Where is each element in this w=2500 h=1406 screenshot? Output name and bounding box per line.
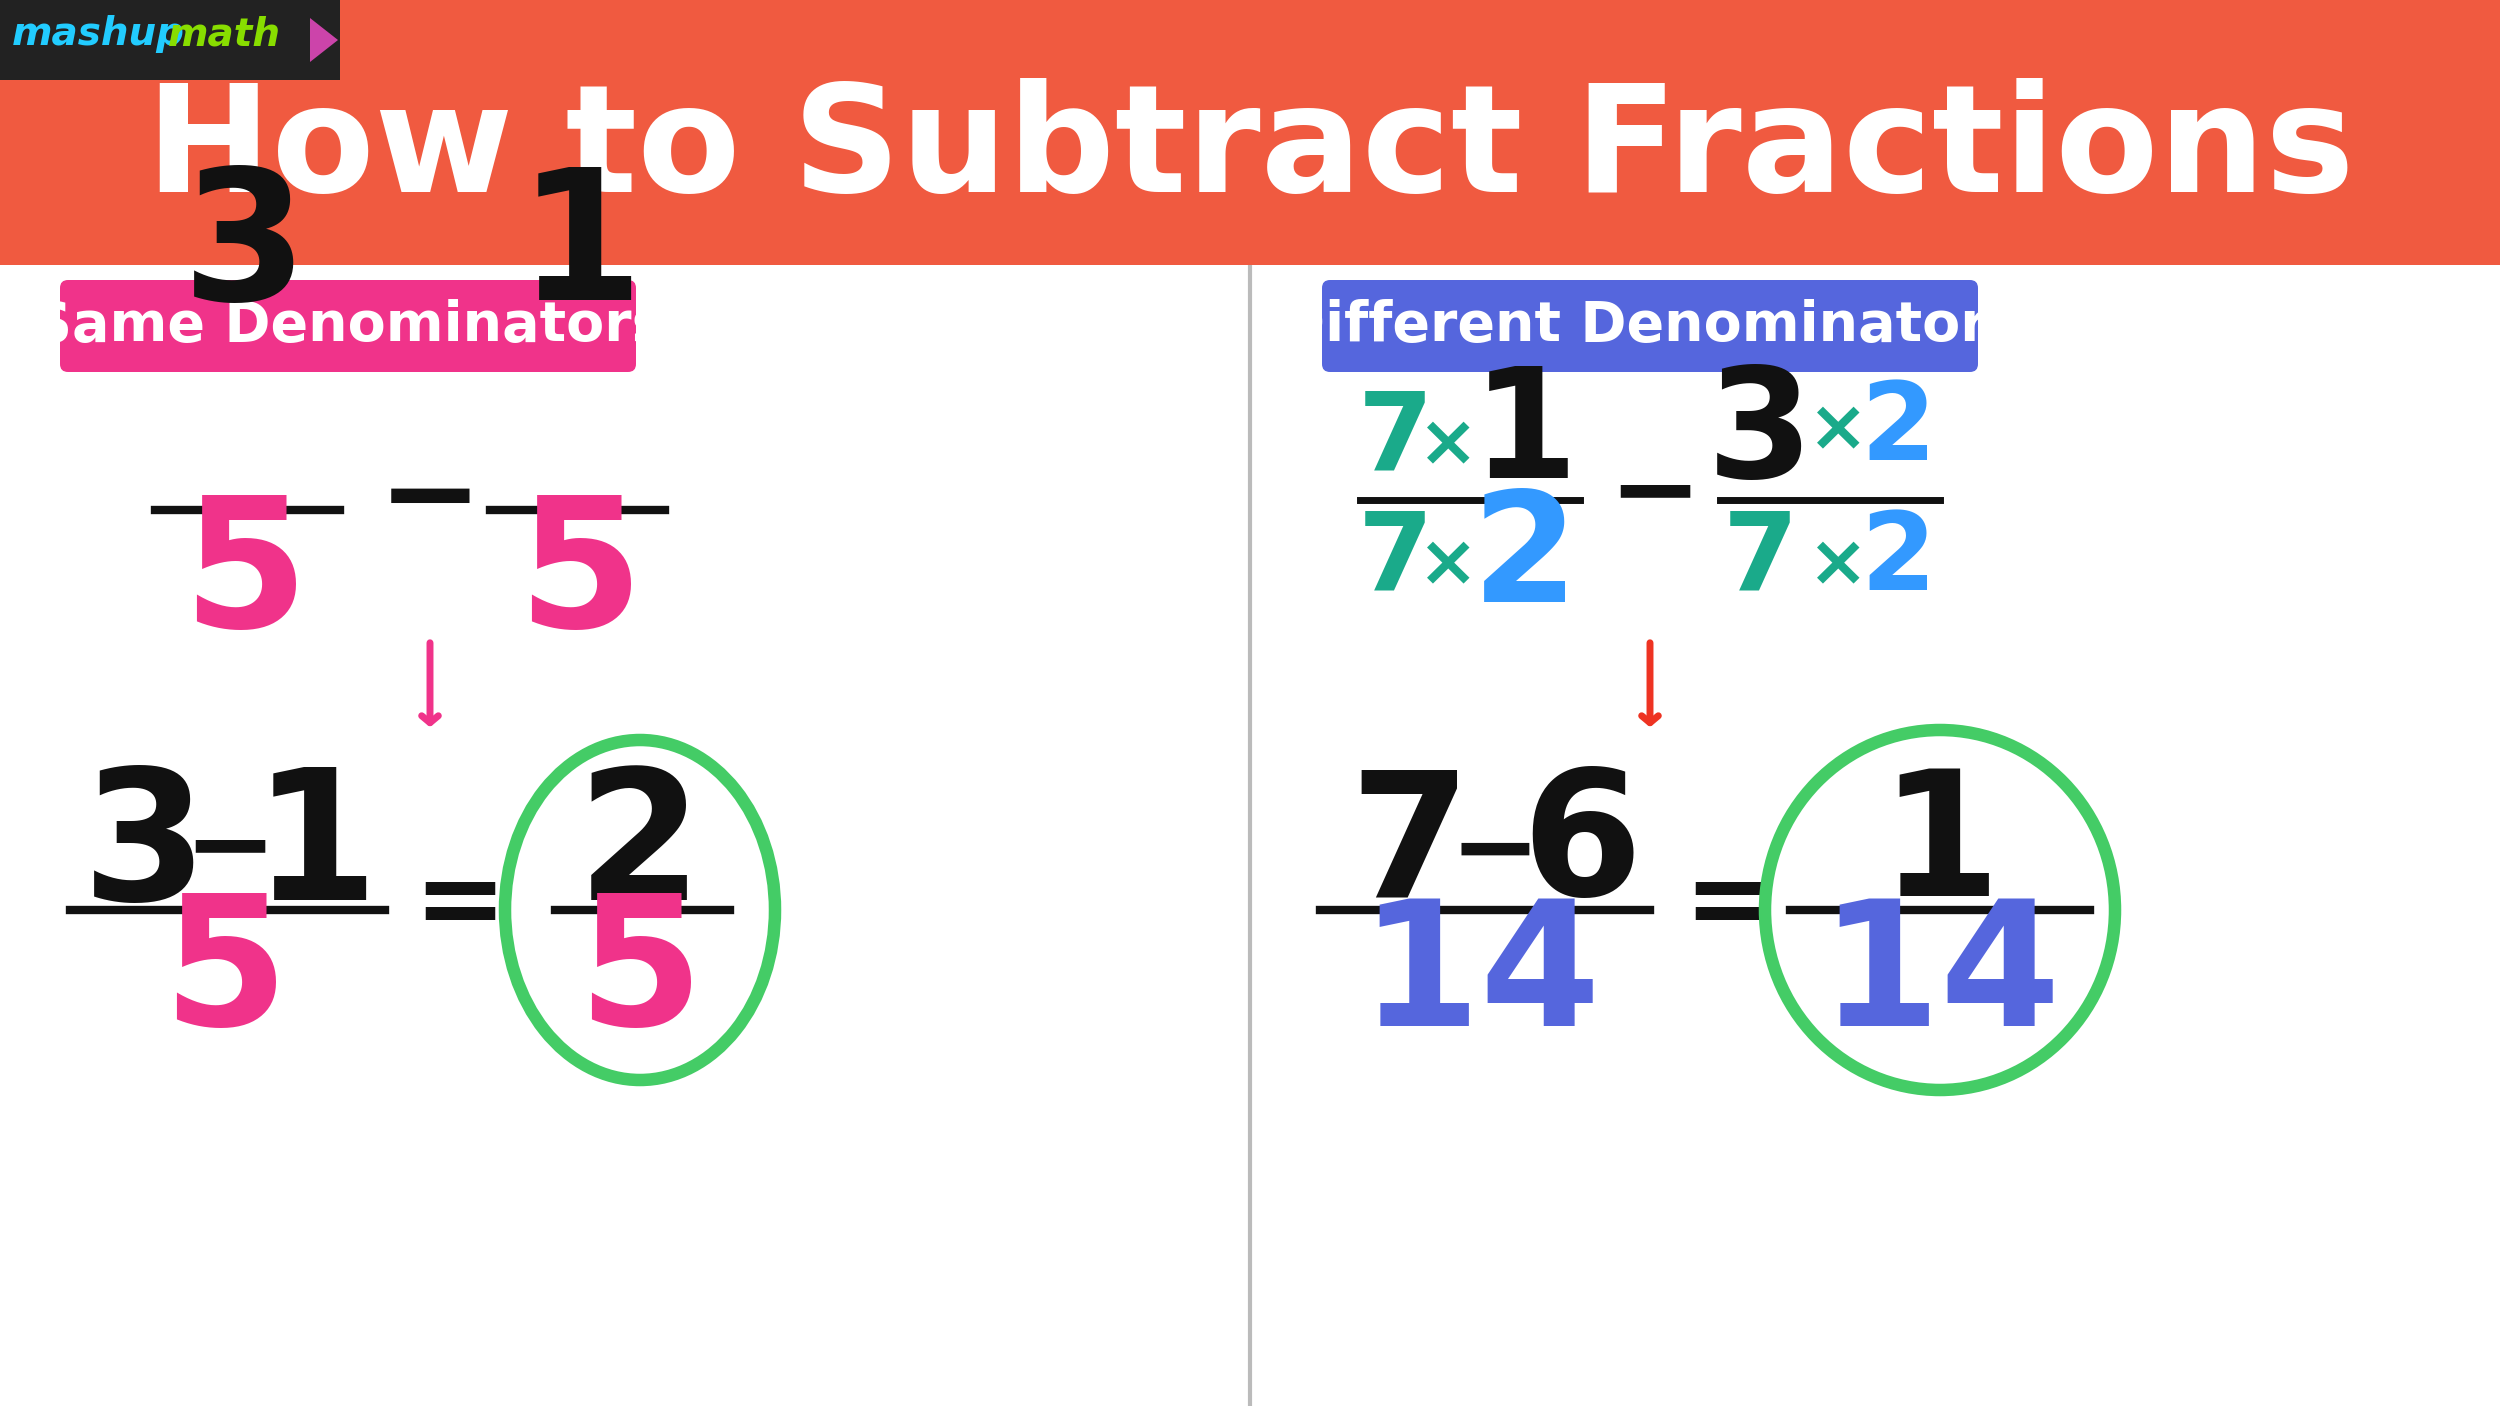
Text: 6: 6 (1522, 763, 1642, 932)
Text: =: = (1682, 852, 1777, 959)
Text: ×: × (1808, 530, 1868, 599)
Text: 5: 5 (518, 489, 642, 665)
Text: 5: 5 (162, 887, 288, 1063)
Text: 5: 5 (578, 887, 702, 1063)
Text: 3: 3 (82, 762, 208, 938)
Bar (0, 0, 340, 80)
Text: −: − (182, 797, 278, 904)
Text: 1: 1 (1880, 763, 2000, 932)
Polygon shape (310, 18, 338, 62)
Text: 2: 2 (578, 762, 702, 938)
Text: ×: × (1417, 530, 1477, 599)
Text: 2: 2 (1860, 508, 1935, 613)
Text: How to Subtract Fractions: How to Subtract Fractions (145, 77, 2355, 222)
Text: =: = (412, 852, 508, 959)
Text: 3: 3 (182, 162, 308, 337)
Text: Different Denominators: Different Denominators (1280, 299, 2020, 353)
Text: 7: 7 (1358, 387, 1432, 494)
Text: 1: 1 (1472, 360, 1578, 509)
Text: 2: 2 (1860, 377, 1935, 484)
FancyBboxPatch shape (1322, 280, 1978, 373)
Text: 7: 7 (1722, 508, 1797, 613)
Text: 7: 7 (1358, 508, 1432, 613)
Text: ×: × (1417, 411, 1477, 479)
Text: mashup: mashup (12, 15, 185, 53)
Text: 2: 2 (1472, 485, 1578, 634)
Text: 1: 1 (518, 162, 642, 337)
Bar (0, 0, 2500, 264)
Text: 1: 1 (253, 762, 378, 938)
Text: Same Denominators: Same Denominators (32, 299, 665, 353)
Text: ×: × (1808, 395, 1868, 464)
Text: −: − (1450, 800, 1540, 905)
Text: 3: 3 (1708, 360, 1812, 509)
Text: −: − (1608, 441, 1702, 548)
FancyBboxPatch shape (60, 280, 635, 373)
Text: 5: 5 (182, 489, 308, 665)
Text: 14: 14 (1360, 893, 1600, 1063)
Text: math: math (168, 15, 280, 53)
Text: −: − (378, 440, 482, 561)
Text: 7: 7 (1350, 763, 1470, 932)
Text: 14: 14 (1820, 893, 2060, 1063)
